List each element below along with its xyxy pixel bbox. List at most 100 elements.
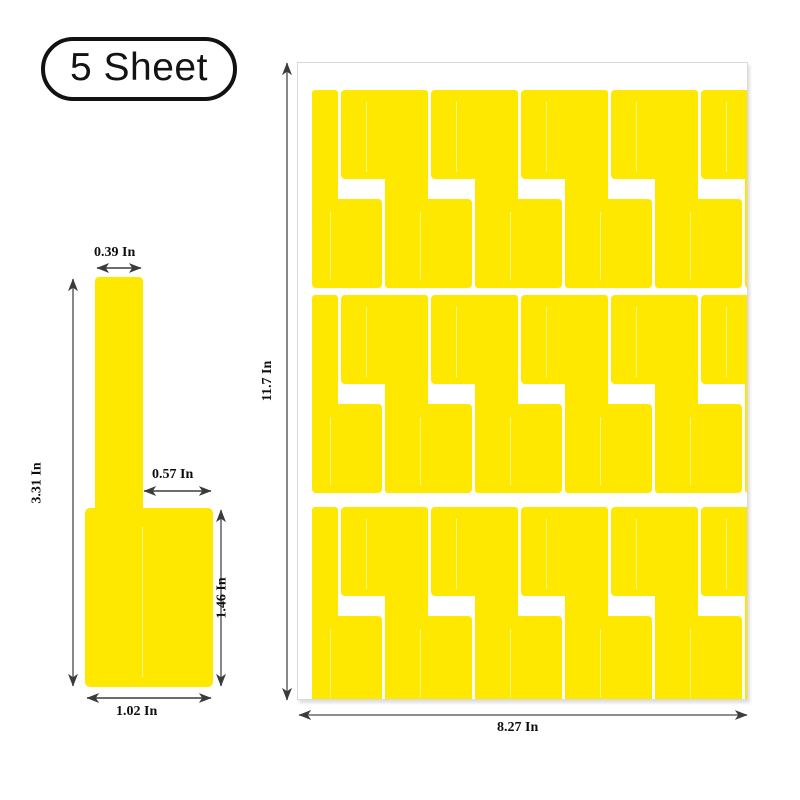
- label-pair: [312, 295, 411, 493]
- label-pair: [492, 90, 591, 288]
- label-body: [701, 295, 747, 384]
- label-stem: [492, 507, 518, 625]
- perforation-line: [420, 629, 421, 697]
- label-body: [611, 507, 681, 596]
- dim-label-body-height: 1.46 In: [214, 577, 230, 619]
- label-body: [431, 295, 501, 384]
- label-pair: [402, 90, 501, 288]
- label-pair: [582, 507, 681, 699]
- perforation-line: [690, 417, 691, 485]
- label-body: [431, 507, 501, 596]
- label-stem: [582, 507, 608, 625]
- perforation-line: [366, 519, 367, 589]
- label-body: [492, 199, 562, 288]
- label-pair: [672, 295, 747, 493]
- dim-label-sheet-width: 8.27 In: [497, 720, 539, 735]
- label-pair: [492, 295, 591, 493]
- label-body: [701, 90, 747, 179]
- perforation-line: [636, 307, 637, 377]
- perforation-line: [330, 629, 331, 697]
- sample-label-shape: [85, 277, 213, 687]
- label-body: [402, 199, 472, 288]
- label-stem: [672, 507, 698, 625]
- label-body: [431, 90, 501, 179]
- label-sheet: [297, 62, 748, 700]
- label-stem: [745, 587, 747, 699]
- perforation-line: [546, 307, 547, 377]
- perforation-line: [636, 519, 637, 589]
- label-stem: [672, 295, 698, 413]
- perforation-line: [546, 102, 547, 172]
- perforation-line: [420, 212, 421, 280]
- dim-label-total-height: 3.31 In: [29, 462, 45, 504]
- perforation-line: [366, 307, 367, 377]
- perforation-line: [330, 212, 331, 280]
- sheet-row: [298, 90, 747, 288]
- label-body: [521, 507, 591, 596]
- label-pair: [402, 295, 501, 493]
- perforation-line: [636, 102, 637, 172]
- label-body: [582, 199, 652, 288]
- label-stem: [745, 170, 747, 288]
- label-body: [611, 90, 681, 179]
- label-stem: [582, 90, 608, 208]
- label-stem: [312, 507, 338, 625]
- label-stem: [745, 375, 747, 493]
- perforation-line: [366, 102, 367, 172]
- label-body: [402, 616, 472, 699]
- label-stem: [312, 295, 338, 413]
- label-body: [312, 616, 382, 699]
- perforation-line: [330, 417, 331, 485]
- label-pair: [312, 507, 411, 699]
- perforation-line: [726, 307, 727, 377]
- perforation-line: [510, 212, 511, 280]
- label-body: [521, 90, 591, 179]
- label-pair: [672, 90, 747, 288]
- label-body: [672, 404, 742, 493]
- label-stem: [672, 90, 698, 208]
- perforation-line: [726, 519, 727, 589]
- sample-label-stem: [95, 277, 143, 520]
- label-body: [582, 404, 652, 493]
- label-body: [672, 616, 742, 699]
- label-body: [492, 404, 562, 493]
- perforation-line: [546, 519, 547, 589]
- perforation-line: [600, 417, 601, 485]
- perforation-line: [456, 519, 457, 589]
- dim-label-body-width: 1.02 In: [116, 704, 158, 719]
- perforation-line: [690, 212, 691, 280]
- sample-label-body: [85, 508, 213, 687]
- label-stem: [582, 295, 608, 413]
- label-pair: [492, 507, 591, 699]
- label-body: [672, 199, 742, 288]
- perforation-line: [456, 307, 457, 377]
- label-body: [492, 616, 562, 699]
- label-stem: [492, 90, 518, 208]
- sheet-row: [298, 295, 747, 493]
- label-body: [312, 199, 382, 288]
- dim-label-sheet-height: 11.7 In: [260, 360, 276, 402]
- label-stem: [402, 295, 428, 413]
- sheet-count-badge: 5 Sheet: [41, 37, 237, 101]
- label-body: [341, 507, 411, 596]
- perforation-line: [510, 629, 511, 697]
- label-pair: [582, 295, 681, 493]
- label-body: [521, 295, 591, 384]
- perforation-line: [690, 629, 691, 697]
- label-stem: [492, 295, 518, 413]
- label-pair: [582, 90, 681, 288]
- dim-label-stem-width: 0.39 In: [94, 245, 136, 260]
- label-body: [701, 507, 747, 596]
- dim-label-body-offset: 0.57 In: [152, 467, 194, 482]
- label-pair: [402, 507, 501, 699]
- perforation-line: [600, 629, 601, 697]
- perforation-line: [510, 417, 511, 485]
- label-stem: [312, 90, 338, 208]
- label-pair: [312, 90, 411, 288]
- label-stem: [402, 507, 428, 625]
- label-body: [402, 404, 472, 493]
- sheet-row: [298, 507, 747, 699]
- label-body: [582, 616, 652, 699]
- label-body: [312, 404, 382, 493]
- perforation-line: [600, 212, 601, 280]
